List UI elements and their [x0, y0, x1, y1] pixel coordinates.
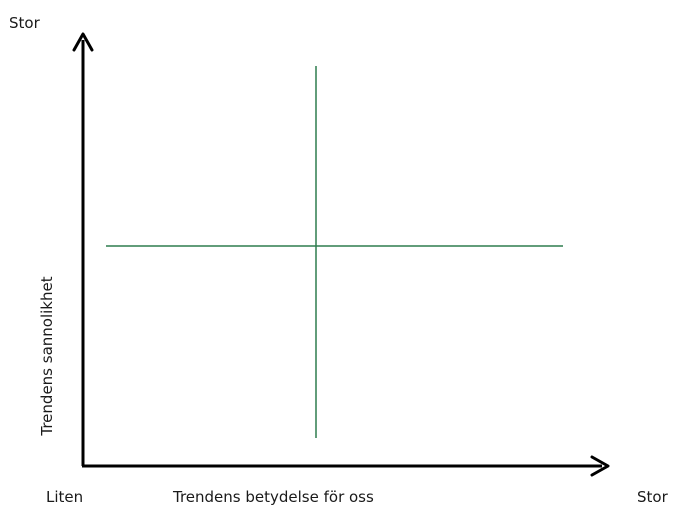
x-axis-arrowhead	[590, 455, 610, 477]
y-axis-high-label: Stor	[9, 14, 40, 32]
y-axis-title: Trendens sannolikhet	[38, 276, 56, 436]
y-axis-arrowhead	[72, 32, 94, 52]
x-axis-low-label: Liten	[46, 488, 84, 506]
x-axis-title: Trendens betydelse för oss	[173, 488, 374, 506]
x-axis-high-label: Stor	[637, 488, 668, 506]
